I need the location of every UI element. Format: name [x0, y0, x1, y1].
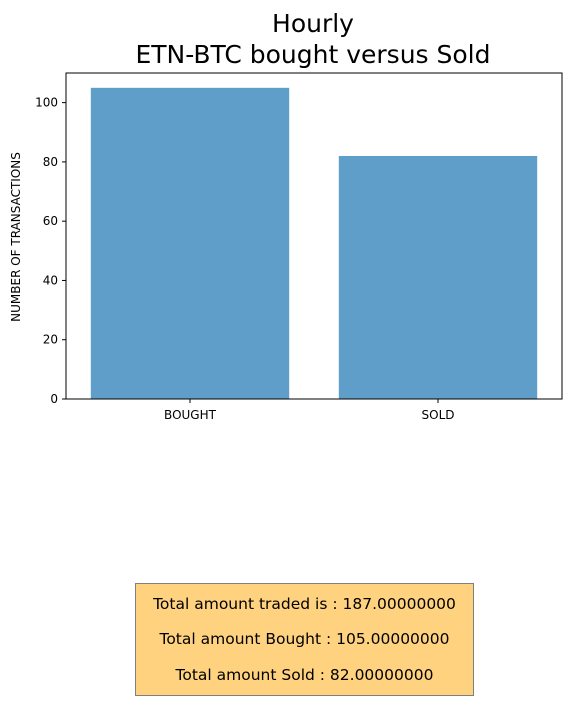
y-axis-label: NUMBER OF TRANSACTIONS [9, 152, 23, 322]
chart-title-line-2: ETN-BTC bought versus Sold [135, 40, 490, 69]
bar-sold [338, 155, 538, 399]
y-tick-label: 0 [50, 392, 58, 406]
y-tick-label: 40 [43, 273, 58, 287]
summary-total-sold: Total amount Sold : 82.00000000 [175, 666, 434, 685]
x-tick-label-sold: SOLD [422, 408, 455, 422]
bar-bought [90, 87, 290, 400]
plot-frame [65, 72, 563, 400]
chart-title-line-1: Hourly [272, 9, 354, 38]
y-tick-label: 20 [43, 333, 58, 347]
summary-total-bought: Total amount Bought : 105.00000000 [159, 630, 450, 649]
y-tick-label: 60 [43, 214, 58, 228]
y-tick-label: 80 [43, 155, 58, 169]
x-tick-label-bought: BOUGHT [164, 408, 217, 422]
y-tick-label: 100 [35, 96, 58, 110]
summary-box: Total amount traded is : 187.00000000 To… [135, 583, 474, 696]
summary-total-traded: Total amount traded is : 187.00000000 [153, 594, 456, 613]
